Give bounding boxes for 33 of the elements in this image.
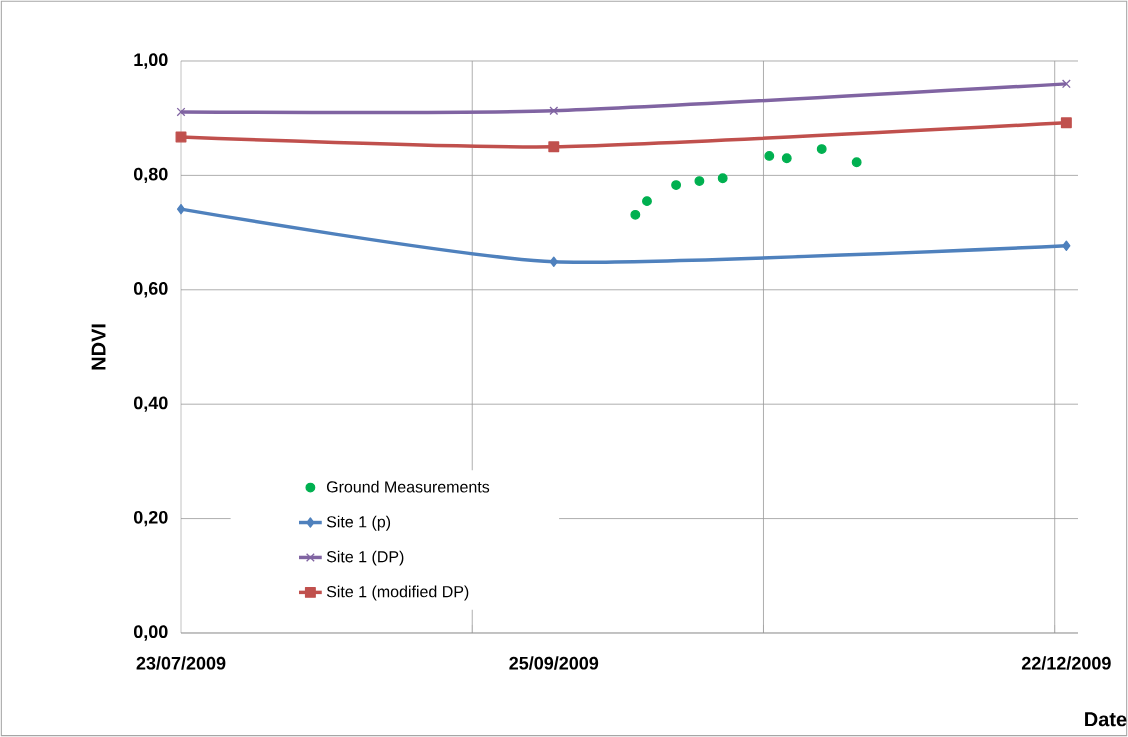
y-tick-label: 0,40	[133, 396, 168, 412]
point	[176, 203, 186, 215]
point	[1061, 79, 1071, 89]
point	[176, 107, 186, 117]
point	[781, 153, 792, 164]
point	[717, 173, 728, 184]
point	[671, 180, 682, 191]
y-axis-title: NDVI	[91, 324, 106, 370]
point	[175, 131, 187, 143]
point	[549, 106, 559, 116]
y-tick-label: 0,20	[133, 510, 168, 527]
y-tick-label: 0,00	[133, 625, 168, 641]
legend-label: Site 1 (DP)	[326, 550, 404, 566]
point	[1060, 117, 1072, 129]
point	[764, 151, 775, 161]
point	[1062, 240, 1071, 251]
legend-label: Site 1 (modified DP)	[326, 585, 469, 601]
x-tick-label: 23/07/2009	[136, 656, 226, 670]
x-axis-title: Date	[1085, 712, 1127, 727]
x-tick-label: 25/09/2009	[509, 656, 599, 670]
legend-label: Site 1 (p)	[326, 515, 391, 531]
point	[548, 141, 560, 153]
legend-label: Ground Measurements	[326, 480, 490, 493]
point	[816, 144, 827, 155]
point	[642, 196, 652, 207]
point	[694, 176, 705, 187]
x-tick-label: 22/12/2009	[1021, 656, 1111, 670]
y-tick-label: 0,80	[133, 167, 168, 184]
point	[630, 209, 641, 220]
y-tick-label: 0,60	[133, 282, 168, 298]
y-tick-label: 1,00	[134, 53, 168, 69]
point	[851, 157, 862, 168]
point	[549, 256, 558, 267]
